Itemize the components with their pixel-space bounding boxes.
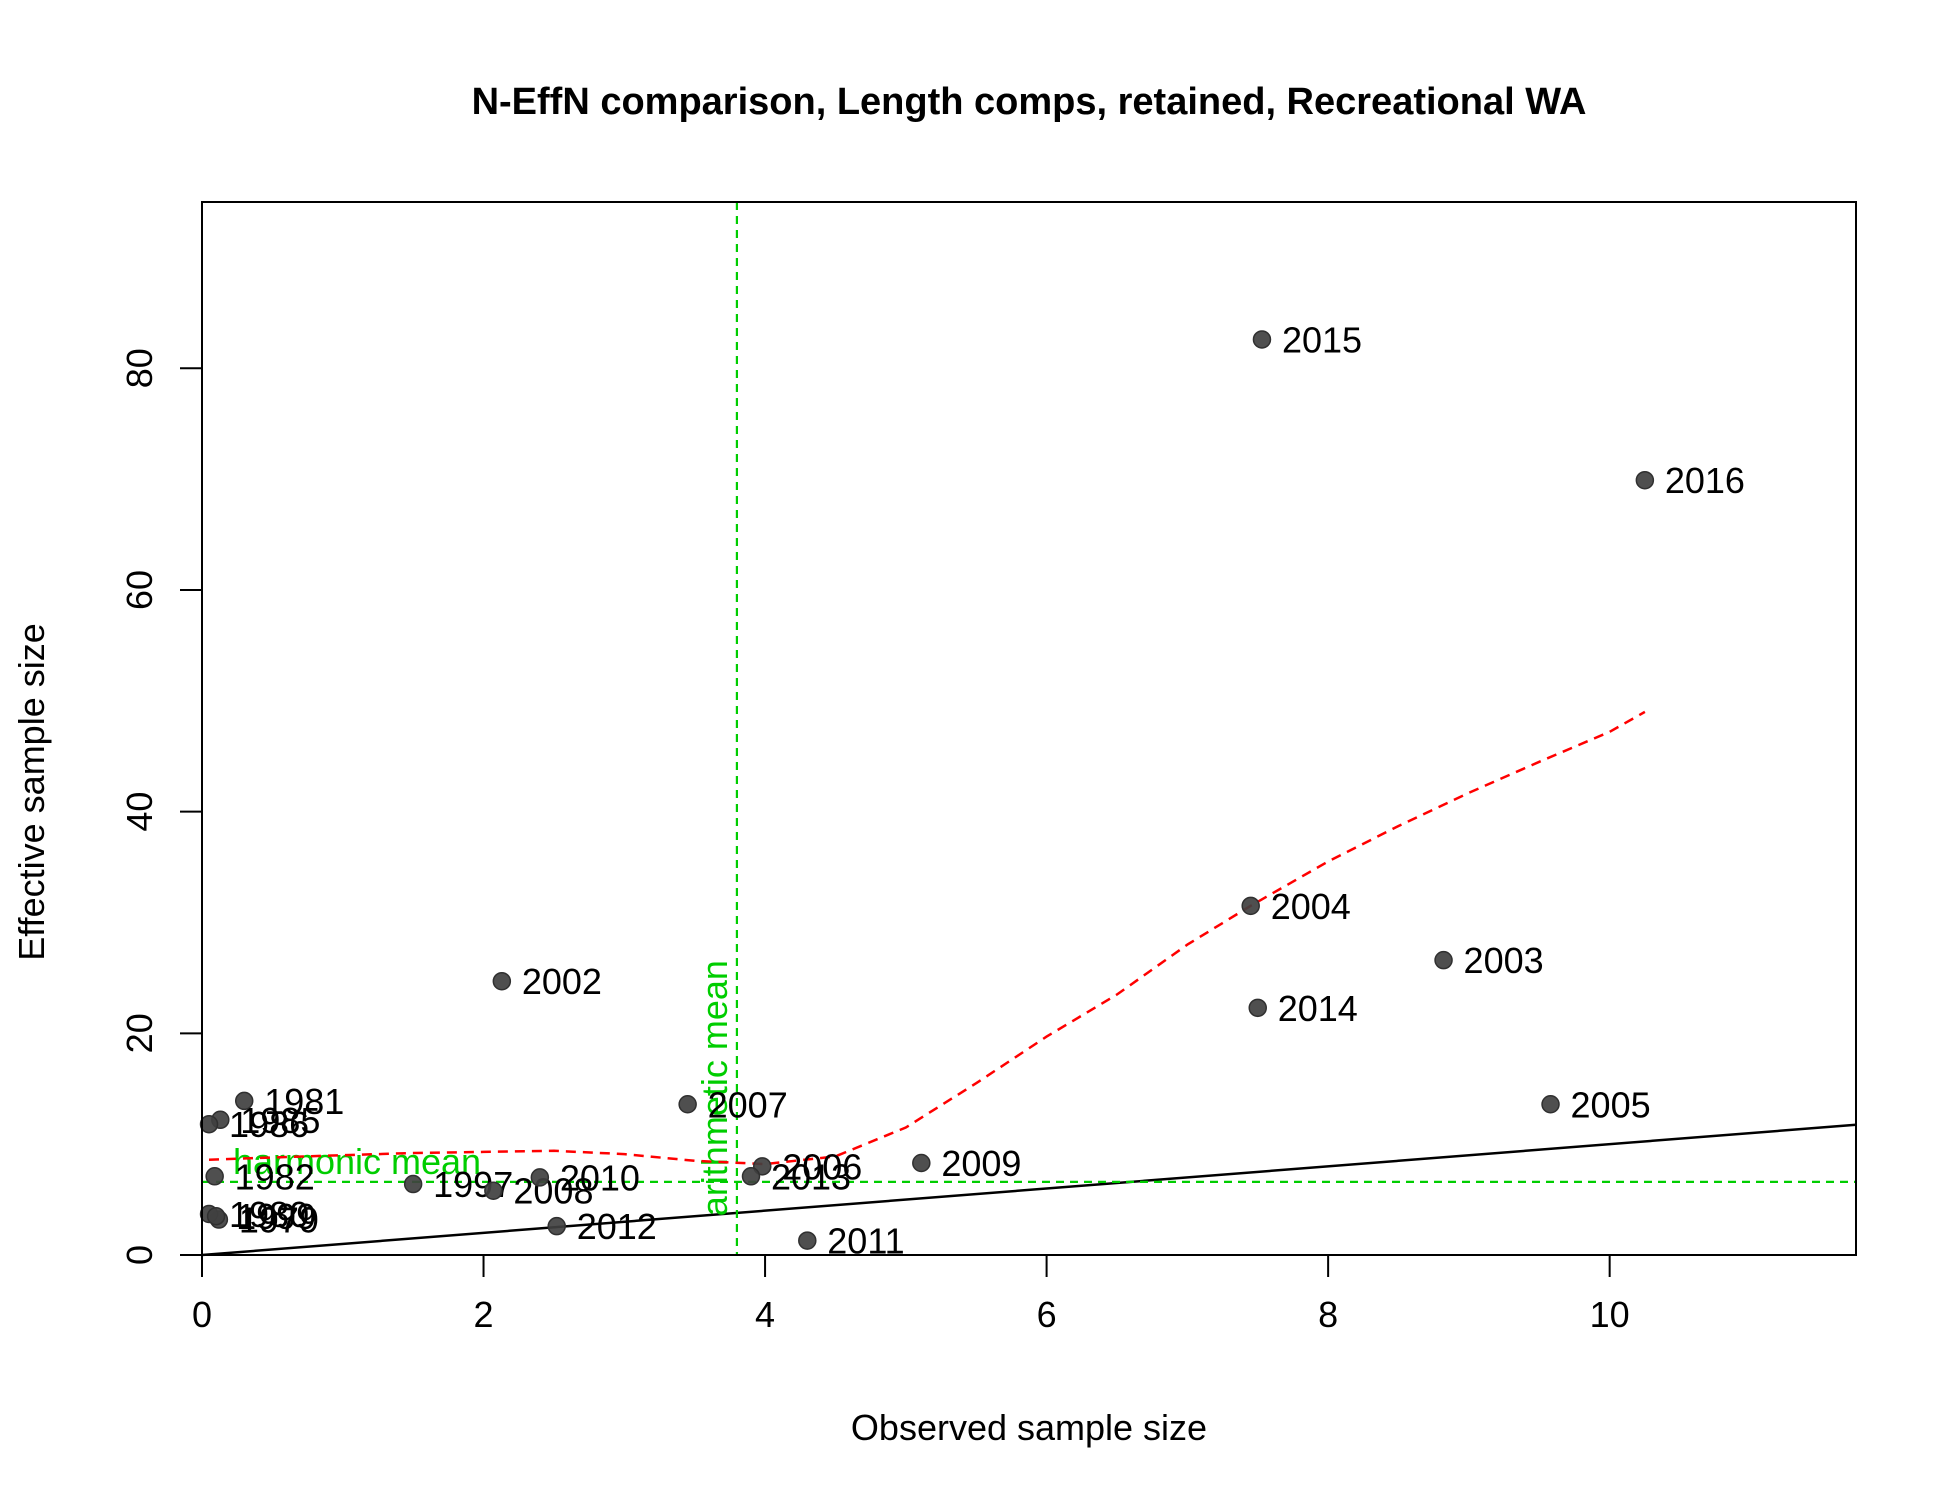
data-point <box>547 1216 566 1236</box>
point-label: 2009 <box>941 1143 1021 1184</box>
data-point <box>492 971 512 991</box>
data-point <box>206 1206 226 1226</box>
data-point <box>1635 470 1655 490</box>
x-tick-label: 10 <box>1590 1294 1630 1335</box>
point-label: 2002 <box>522 961 602 1002</box>
reference-line <box>201 1123 1857 1257</box>
point-label: 1985 <box>240 1100 320 1141</box>
data-point <box>1434 950 1453 970</box>
data-point <box>1252 330 1272 349</box>
point-label: 2014 <box>1278 988 1358 1029</box>
point-label: 2004 <box>1271 886 1351 927</box>
y-tick-label: 20 <box>119 1013 160 1053</box>
point-label: 1999 <box>236 1196 316 1237</box>
data-point <box>1541 1095 1560 1114</box>
point-label: 2010 <box>560 1157 640 1198</box>
point-label: 2008 <box>513 1171 593 1212</box>
point-label: 2015 <box>1282 319 1362 360</box>
x-tick-label: 2 <box>474 1294 494 1335</box>
arithmetic-mean-label: arithmetic mean <box>694 960 735 1216</box>
data-point <box>530 1168 550 1187</box>
point-label: 2006 <box>782 1146 862 1187</box>
point-label: 1979 <box>239 1200 319 1241</box>
point-label: 1997 <box>433 1164 513 1205</box>
x-tick-label: 8 <box>1318 1294 1338 1335</box>
data-point <box>403 1174 423 1194</box>
data-point <box>912 1153 931 1173</box>
data-point <box>234 1091 254 1111</box>
chart-title: N-EffN comparison, Length comps, retaine… <box>472 81 1587 123</box>
point-label: 2013 <box>771 1156 851 1197</box>
y-tick-label: 40 <box>119 792 160 832</box>
data-point <box>678 1095 697 1114</box>
point-label: 1986 <box>229 1104 309 1145</box>
x-tick-label: 6 <box>1037 1294 1057 1335</box>
y-tick-label: 80 <box>119 348 160 388</box>
data-point <box>741 1167 761 1186</box>
x-axis-label: Observed sample size <box>851 1407 1207 1448</box>
data-point <box>1241 896 1260 916</box>
point-label: 1981 <box>264 1081 344 1122</box>
x-tick-label: 4 <box>755 1294 775 1335</box>
point-label: 2003 <box>1464 940 1544 981</box>
point-label: 1980 <box>229 1194 309 1235</box>
y-tick-label: 0 <box>119 1245 160 1265</box>
point-label: 2007 <box>708 1084 788 1125</box>
data-point <box>484 1181 503 1200</box>
data-point <box>798 1231 817 1250</box>
harmonic-mean-label: harmonic mean <box>233 1141 481 1182</box>
data-point <box>205 1167 224 1186</box>
smoother-line <box>208 710 1646 1166</box>
data-point <box>199 1114 219 1134</box>
point-label: 2012 <box>577 1206 657 1247</box>
x-tick-label: 0 <box>192 1294 212 1335</box>
data-point <box>1248 998 1267 1018</box>
y-axis-label: Effective sample size <box>11 623 52 960</box>
point-label: 1982 <box>235 1156 315 1197</box>
y-tick-label: 60 <box>119 570 160 610</box>
point-label: 2016 <box>1665 460 1745 501</box>
point-label: 2005 <box>1571 1084 1651 1125</box>
